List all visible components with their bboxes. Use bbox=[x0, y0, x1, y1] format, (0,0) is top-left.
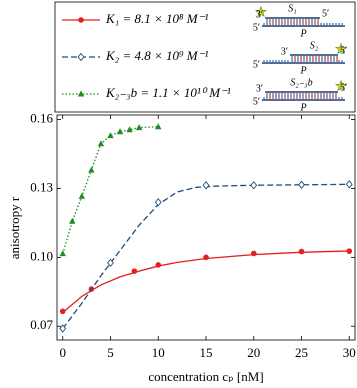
end-label: 3′ bbox=[281, 46, 288, 57]
data-point bbox=[131, 268, 138, 274]
x-tick-label: 5 bbox=[107, 345, 114, 360]
data-point bbox=[154, 198, 162, 207]
data-point bbox=[59, 308, 66, 315]
data-point bbox=[88, 166, 95, 173]
data-point bbox=[97, 140, 105, 147]
fit-line bbox=[62, 126, 159, 254]
x-tick-label: 15 bbox=[200, 345, 213, 360]
data-point bbox=[135, 124, 143, 131]
data-point bbox=[346, 248, 353, 254]
data-point bbox=[250, 250, 257, 257]
data-point bbox=[107, 132, 114, 139]
y-tick-label: 0.13 bbox=[30, 179, 53, 194]
end-label: 5′ bbox=[253, 96, 260, 107]
plot-frame bbox=[56, 114, 356, 341]
legend-marker bbox=[78, 17, 84, 23]
template-label: P bbox=[299, 28, 306, 39]
y-tick-label: 0.10 bbox=[30, 248, 53, 263]
data-point bbox=[59, 250, 66, 257]
x-tick-label: 0 bbox=[59, 345, 66, 360]
data-point bbox=[155, 123, 162, 130]
data-point bbox=[298, 248, 305, 255]
data-point bbox=[202, 181, 210, 190]
legend-label: K₂ = 4.8 × 10⁹ M⁻¹ bbox=[105, 48, 208, 63]
end-label: 3′ bbox=[256, 83, 263, 94]
data-point bbox=[345, 180, 353, 189]
fluorophore bbox=[334, 42, 348, 55]
data-point bbox=[155, 262, 162, 268]
legend-label: K₁ = 8.1 × 10⁸ M⁻¹ bbox=[105, 11, 208, 26]
legend-label: K₂₋₃b = 1.1 × 10¹⁰ M⁻¹ bbox=[105, 85, 231, 100]
end-label: 5′ bbox=[322, 8, 329, 19]
x-axis-label: concentration cₚ [nM] bbox=[148, 369, 263, 384]
y-axis-label: anisotropy r bbox=[7, 196, 22, 259]
strand-label: S₂ bbox=[310, 40, 319, 51]
x-tick-label: 10 bbox=[152, 345, 165, 360]
end-label: 3′ bbox=[256, 9, 263, 20]
x-tick-label: 30 bbox=[343, 345, 356, 360]
end-label: 5′ bbox=[340, 82, 347, 93]
x-tick-label: 20 bbox=[247, 345, 260, 360]
y-tick-label: 0.07 bbox=[30, 317, 53, 332]
y-tick-label: 0.16 bbox=[30, 111, 53, 126]
strand-label: S₂₋₃b bbox=[290, 77, 312, 88]
data-point bbox=[59, 324, 67, 333]
x-tick-label: 25 bbox=[295, 345, 308, 360]
data-point bbox=[116, 128, 124, 135]
end-label: 5′ bbox=[340, 45, 347, 56]
template-label: P bbox=[299, 102, 306, 113]
data-point bbox=[298, 180, 305, 190]
strand-label: S₁ bbox=[288, 3, 296, 14]
legend-marker bbox=[77, 90, 85, 97]
data-point bbox=[250, 181, 258, 190]
data-point bbox=[126, 126, 133, 133]
legend-box bbox=[54, 1, 356, 113]
end-label: 5′ bbox=[253, 59, 260, 70]
data-point bbox=[203, 254, 209, 261]
data-point bbox=[78, 192, 86, 199]
legend-marker bbox=[77, 52, 85, 62]
end-label: 5′ bbox=[253, 22, 260, 33]
fluorophore bbox=[254, 5, 268, 18]
fit-line bbox=[62, 250, 350, 313]
fluorophore bbox=[334, 79, 348, 92]
template-label: P bbox=[299, 65, 306, 76]
data-point bbox=[69, 217, 76, 224]
data-point bbox=[107, 258, 114, 268]
